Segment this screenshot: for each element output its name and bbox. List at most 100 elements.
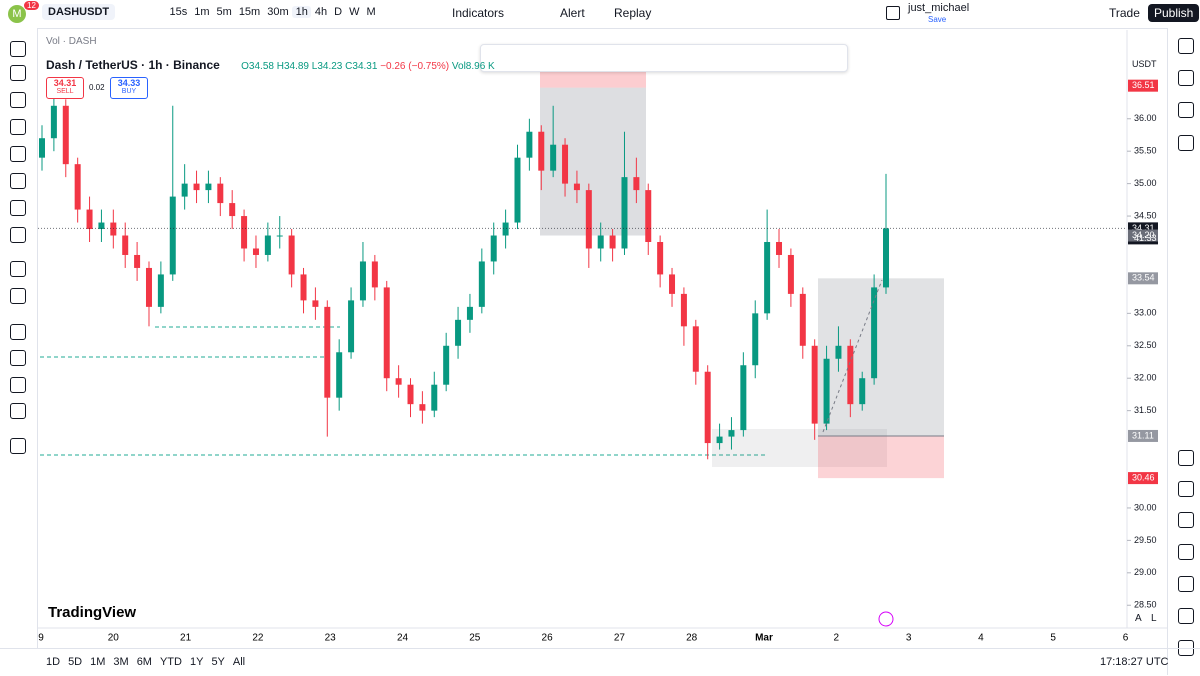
save[interactable]: Save bbox=[928, 15, 947, 24]
x-tick-label: 25 bbox=[469, 633, 481, 644]
tool-icon[interactable] bbox=[1178, 102, 1194, 118]
tool-icon[interactable] bbox=[10, 377, 26, 393]
candle-body bbox=[787, 254, 794, 294]
candle-body bbox=[50, 105, 57, 139]
tool-icon[interactable] bbox=[10, 288, 26, 304]
tool-icon[interactable] bbox=[1178, 576, 1194, 592]
interval[interactable]: 1h bbox=[292, 6, 312, 18]
tool-icon[interactable] bbox=[10, 227, 26, 243]
candle-body bbox=[538, 131, 545, 171]
open: O34.58 bbox=[241, 61, 274, 72]
candle-body bbox=[466, 306, 473, 320]
y-tick-label: 30.00 bbox=[1134, 502, 1157, 512]
candle-body bbox=[348, 300, 355, 353]
tool-icon[interactable] bbox=[1178, 38, 1194, 54]
candle-body bbox=[86, 209, 93, 230]
interval[interactable]: 5m bbox=[216, 6, 232, 18]
tool-icon[interactable] bbox=[1178, 135, 1194, 151]
tool-icon[interactable] bbox=[10, 438, 26, 454]
close: C34.31 bbox=[345, 61, 378, 72]
price-tag bbox=[1128, 229, 1158, 242]
candle-body bbox=[502, 222, 509, 236]
tool-icon[interactable] bbox=[10, 146, 26, 162]
username[interactable]: just_michael bbox=[908, 2, 970, 14]
alert[interactable]: Alert bbox=[560, 6, 585, 20]
price-tag-label: 33.54 bbox=[1132, 273, 1155, 283]
x-tick-label: Mar bbox=[755, 633, 773, 644]
range[interactable]: 1Y bbox=[189, 656, 204, 668]
candle-body bbox=[692, 326, 699, 372]
y-tick-label: 32.50 bbox=[1134, 340, 1157, 350]
sell-button[interactable]: 34.31 SELL bbox=[46, 77, 84, 99]
tool-icon[interactable] bbox=[1178, 512, 1194, 528]
candle-body bbox=[359, 261, 366, 301]
interval[interactable]: 1m bbox=[194, 6, 210, 18]
candle-body bbox=[193, 183, 200, 191]
candle-body bbox=[764, 242, 771, 314]
trade-button[interactable]: Trade bbox=[1109, 6, 1140, 20]
tool-icon[interactable] bbox=[10, 119, 26, 135]
replay[interactable]: Replay bbox=[614, 6, 652, 20]
candle-body bbox=[300, 274, 307, 301]
range-box bbox=[712, 429, 887, 467]
range[interactable]: 3M bbox=[113, 656, 129, 668]
x-tick-label: 2 bbox=[834, 633, 840, 644]
candle-body bbox=[324, 306, 331, 398]
top-bar: M 12 DASHUSDT 15s 1m 5m 15m 30m 1h 4h D W M Indic… bbox=[0, 0, 1200, 29]
avatar[interactable]: M bbox=[8, 5, 26, 23]
candle-body bbox=[859, 378, 866, 405]
scale-log[interactable]: L bbox=[1151, 613, 1157, 624]
range[interactable]: 5Y bbox=[211, 656, 225, 668]
range[interactable]: 1D bbox=[46, 656, 61, 668]
symbol[interactable]: DASHUSDT bbox=[42, 4, 116, 20]
tool-icon[interactable] bbox=[10, 65, 26, 81]
interval[interactable]: D bbox=[334, 6, 343, 18]
publish-button[interactable]: Publish bbox=[1148, 4, 1200, 22]
price-tag bbox=[1128, 79, 1158, 92]
price-tag-label: 36.51 bbox=[1132, 80, 1155, 90]
y-tick-label: 35.50 bbox=[1134, 146, 1157, 156]
tool-icon[interactable] bbox=[10, 173, 26, 189]
range[interactable]: 6M bbox=[136, 656, 152, 668]
range[interactable]: 5D bbox=[68, 656, 83, 668]
x-tick-label: 28 bbox=[686, 633, 698, 644]
range[interactable]: YTD bbox=[159, 656, 182, 668]
tool-icon[interactable] bbox=[10, 403, 26, 419]
tool-icon[interactable] bbox=[10, 261, 26, 277]
tool-icon[interactable] bbox=[1178, 450, 1194, 466]
candle-body bbox=[704, 371, 711, 444]
indicators[interactable]: Indicators bbox=[452, 6, 505, 20]
interval[interactable]: 15s bbox=[169, 6, 188, 18]
range[interactable]: All bbox=[232, 656, 246, 668]
tool-icon[interactable] bbox=[1178, 481, 1194, 497]
interval[interactable]: 15m bbox=[238, 6, 261, 18]
alert-icon[interactable] bbox=[878, 611, 894, 627]
interval[interactable]: W bbox=[349, 6, 360, 18]
tool-icon[interactable] bbox=[1178, 544, 1194, 560]
tool-icon[interactable] bbox=[1178, 608, 1194, 624]
drawing-toolbar bbox=[480, 44, 848, 72]
candle-body bbox=[229, 203, 236, 217]
candle-body bbox=[39, 138, 45, 158]
tool-icon[interactable] bbox=[10, 350, 26, 366]
buy-button[interactable]: 34.33 BUY bbox=[110, 77, 148, 99]
checkbox[interactable] bbox=[886, 6, 900, 20]
tool-icon[interactable] bbox=[10, 92, 26, 108]
interval[interactable]: 30m bbox=[267, 6, 289, 18]
interval[interactable]: 4h bbox=[314, 6, 328, 18]
stop-zone bbox=[818, 435, 944, 479]
tool-icon[interactable] bbox=[1178, 70, 1194, 86]
tool-icon[interactable] bbox=[10, 41, 26, 57]
candle-body bbox=[490, 235, 497, 262]
candle-body bbox=[657, 242, 664, 275]
interval[interactable]: M bbox=[366, 6, 376, 18]
range[interactable]: 1M bbox=[90, 656, 106, 668]
tool-icon[interactable] bbox=[10, 324, 26, 340]
scale-auto[interactable]: A bbox=[1135, 613, 1142, 624]
currency[interactable]: USDT bbox=[1132, 59, 1157, 69]
x-tick-label: 5 bbox=[1050, 633, 1056, 644]
spread: 0.02 bbox=[89, 83, 105, 92]
clock: 17:18:27 UTC bbox=[1100, 656, 1169, 668]
tool-icon[interactable] bbox=[10, 200, 26, 216]
